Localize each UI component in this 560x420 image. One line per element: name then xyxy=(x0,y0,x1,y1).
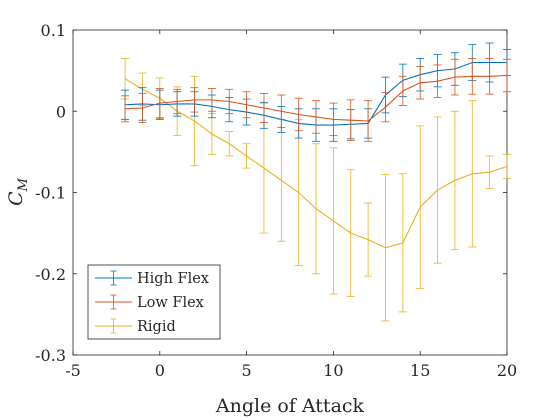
legend-label: High Flex xyxy=(137,271,209,287)
x-tick-label: 0 xyxy=(155,361,165,380)
y-axis-title-subscript: M xyxy=(16,177,31,192)
y-tick-label: 0.1 xyxy=(41,21,66,40)
y-axis-title: CM xyxy=(5,177,31,206)
x-tick-label: 10 xyxy=(323,361,343,380)
x-axis-title: Angle of Attack xyxy=(215,395,365,417)
x-tick-label: 20 xyxy=(497,361,517,380)
x-tick-label: -5 xyxy=(65,361,81,380)
legend-label: Low Flex xyxy=(137,295,204,311)
y-tick-label: -0.1 xyxy=(35,184,66,203)
x-tick-label: 15 xyxy=(410,361,430,380)
y-axis-title-base: C xyxy=(5,191,27,206)
y-tick-label: -0.2 xyxy=(35,265,66,284)
legend: High Flex Low Flex Rigid xyxy=(88,265,220,339)
legend-label: Rigid xyxy=(137,319,176,335)
x-tick-label: 5 xyxy=(242,361,252,380)
y-tick-label: 0 xyxy=(56,102,66,121)
y-tick-label: -0.3 xyxy=(35,346,66,365)
